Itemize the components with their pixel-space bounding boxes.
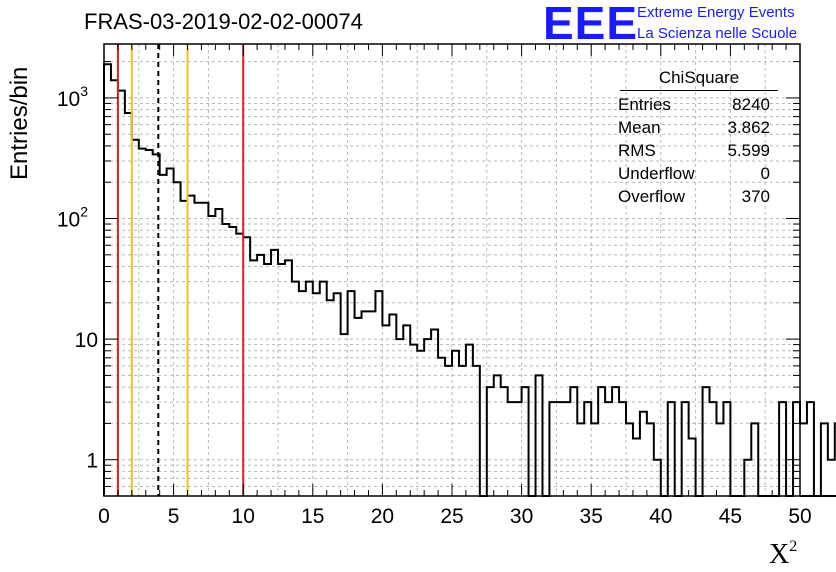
stats-label: RMS: [618, 141, 656, 160]
x-tick-label: 10: [232, 505, 255, 528]
stats-box: ChiSquare Entries 8240 Mean 3.862 RMS 5.…: [612, 68, 778, 208]
x-tick-label: 25: [440, 505, 463, 528]
stats-row-overflow: Overflow 370: [612, 185, 778, 208]
eee-logo: EEE: [543, 0, 639, 49]
y-tick-label: 10: [75, 329, 98, 352]
stats-value: 8240: [732, 95, 770, 114]
stats-label: Entries: [618, 95, 671, 114]
stats-row-underflow: Underflow 0: [612, 162, 778, 185]
stats-value: 5.599: [727, 141, 770, 160]
x-tick-label: 40: [649, 505, 672, 528]
x-tick-label: 35: [580, 505, 603, 528]
x-tick-label: 0: [98, 505, 110, 528]
x-tick-label: 30: [510, 505, 533, 528]
stats-label: Mean: [618, 118, 661, 137]
x-tick-label: 45: [719, 505, 742, 528]
logo-text-line1: Extreme Energy Events: [637, 4, 795, 21]
y-tick-label: 103: [57, 83, 88, 111]
x-tick-label: 15: [301, 505, 324, 528]
stats-label: Underflow: [618, 164, 695, 183]
stats-value: 0: [760, 164, 770, 183]
stats-value: 370: [741, 187, 770, 206]
x-tick-label: 5: [168, 505, 180, 528]
stats-row-mean: Mean 3.862: [612, 116, 778, 139]
stats-value: 3.862: [727, 118, 770, 137]
y-tick-label: 102: [57, 204, 88, 232]
x-tick-label: 20: [371, 505, 394, 528]
x-axis-label: X2: [769, 538, 798, 570]
y-tick-label: 1: [86, 450, 98, 473]
stats-title: ChiSquare: [620, 68, 778, 91]
y-axis-label: Entries/bin: [6, 66, 33, 180]
stats-row-entries: Entries 8240: [612, 93, 778, 116]
stats-label: Overflow: [618, 187, 686, 206]
logo-text-line2: La Scienza nelle Scuole: [637, 25, 798, 42]
histogram-line: [103, 63, 836, 497]
chart-title: FRAS-03-2019-02-02-00074: [84, 9, 363, 34]
x-tick-label: 50: [788, 505, 811, 528]
stats-row-rms: RMS 5.599: [612, 139, 778, 162]
